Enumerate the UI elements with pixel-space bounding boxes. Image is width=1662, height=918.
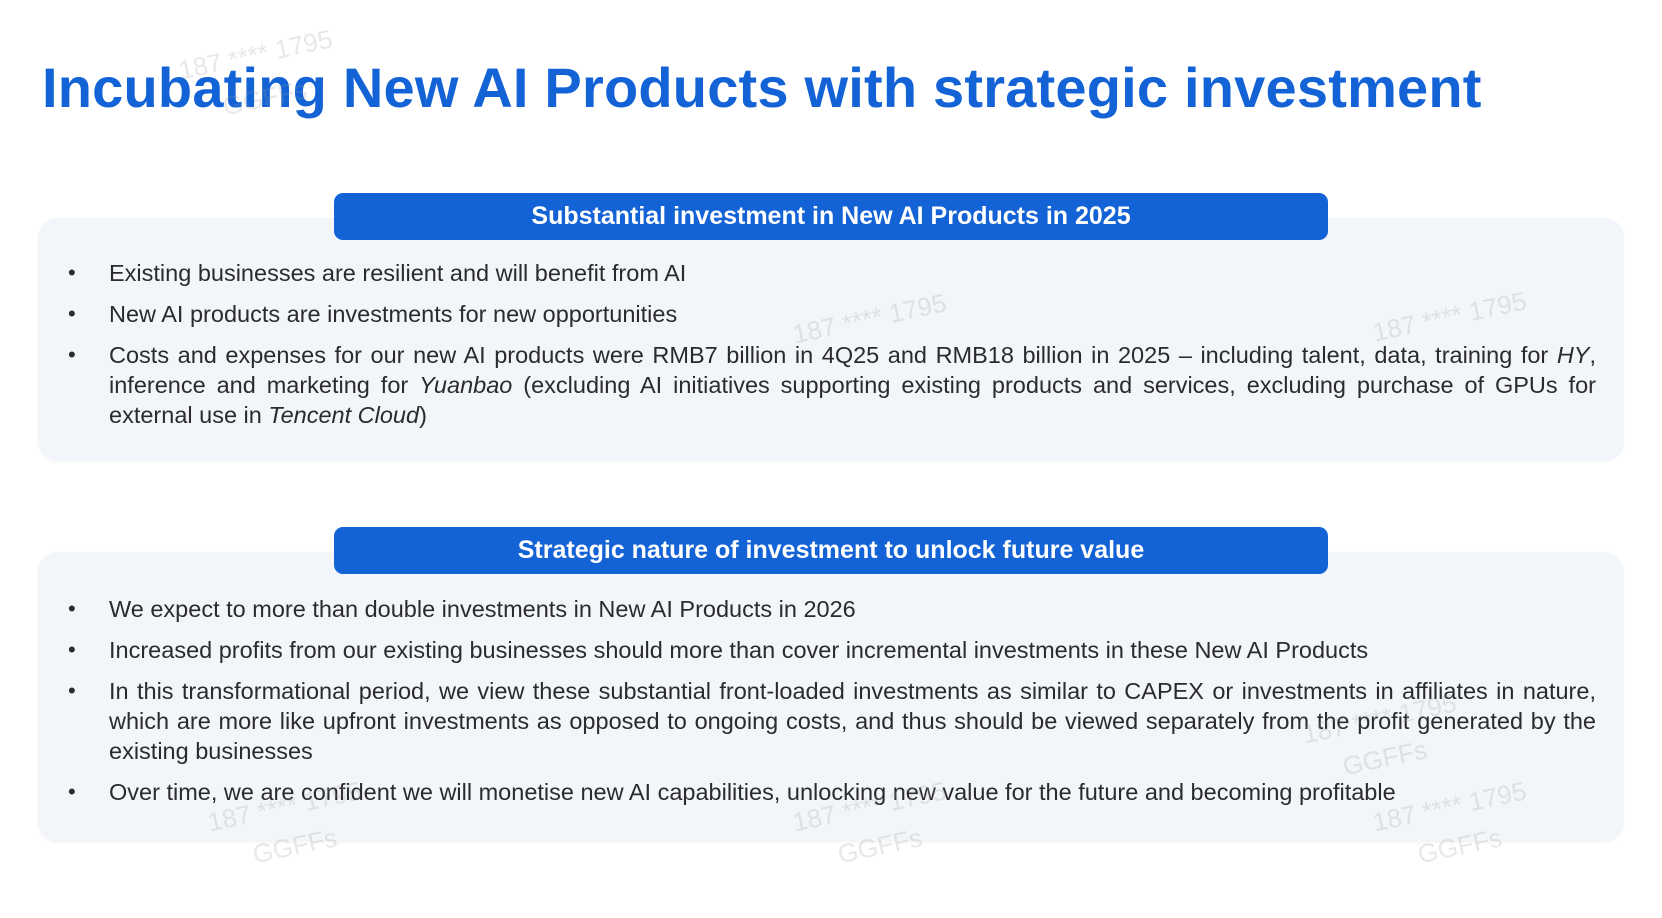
product-name-hy: HY bbox=[1556, 342, 1590, 368]
product-name-yuanbao: Yuanbao bbox=[419, 372, 513, 398]
bullet-dot-icon: • bbox=[68, 637, 76, 662]
section-panel-investment bbox=[38, 218, 1624, 461]
bullet-text: Over time, we are confident we will mone… bbox=[109, 779, 1396, 805]
bullet-text-part: ) bbox=[419, 402, 427, 428]
list-item: • In this transformational period, we vi… bbox=[66, 676, 1596, 766]
section-panel-strategy bbox=[38, 552, 1624, 842]
bullet-text-part: (excluding AI initiatives supporting exi… bbox=[109, 372, 1596, 428]
bullet-text: In this transformational period, we view… bbox=[109, 678, 1596, 764]
list-item: • Costs and expenses for our new AI prod… bbox=[66, 340, 1596, 430]
bullet-dot-icon: • bbox=[68, 342, 76, 367]
bullet-text: Increased profits from our existing busi… bbox=[109, 637, 1369, 663]
product-name-tencent-cloud: Tencent Cloud bbox=[268, 402, 420, 428]
bullet-text: New AI products are investments for new … bbox=[109, 301, 678, 327]
slide-title: Incubating New AI Products with strategi… bbox=[42, 56, 1482, 119]
bullet-dot-icon: • bbox=[68, 260, 76, 285]
bullet-list-strategy: • We expect to more than double investme… bbox=[66, 594, 1596, 818]
bullet-dot-icon: • bbox=[68, 779, 76, 804]
bullet-dot-icon: • bbox=[68, 596, 76, 621]
list-item: • We expect to more than double investme… bbox=[66, 594, 1596, 624]
list-item: • Over time, we are confident we will mo… bbox=[66, 777, 1596, 807]
section-heading-investment: Substantial investment in New AI Product… bbox=[334, 193, 1328, 240]
bullet-text: Existing businesses are resilient and wi… bbox=[109, 260, 687, 286]
bullet-text-part: Costs and expenses for our new AI produc… bbox=[109, 342, 1557, 368]
list-item: • Existing businesses are resilient and … bbox=[66, 258, 1596, 288]
bullet-dot-icon: • bbox=[68, 678, 76, 703]
bullet-text-part: , inference and marketing for bbox=[109, 342, 1596, 398]
section-heading-strategy: Strategic nature of investment to unlock… bbox=[334, 527, 1328, 574]
list-item: • New AI products are investments for ne… bbox=[66, 299, 1596, 329]
list-item: • Increased profits from our existing bu… bbox=[66, 635, 1596, 665]
bullet-dot-icon: • bbox=[68, 301, 76, 326]
bullet-list-investment: • Existing businesses are resilient and … bbox=[66, 258, 1596, 441]
bullet-text: We expect to more than double investment… bbox=[109, 596, 856, 622]
